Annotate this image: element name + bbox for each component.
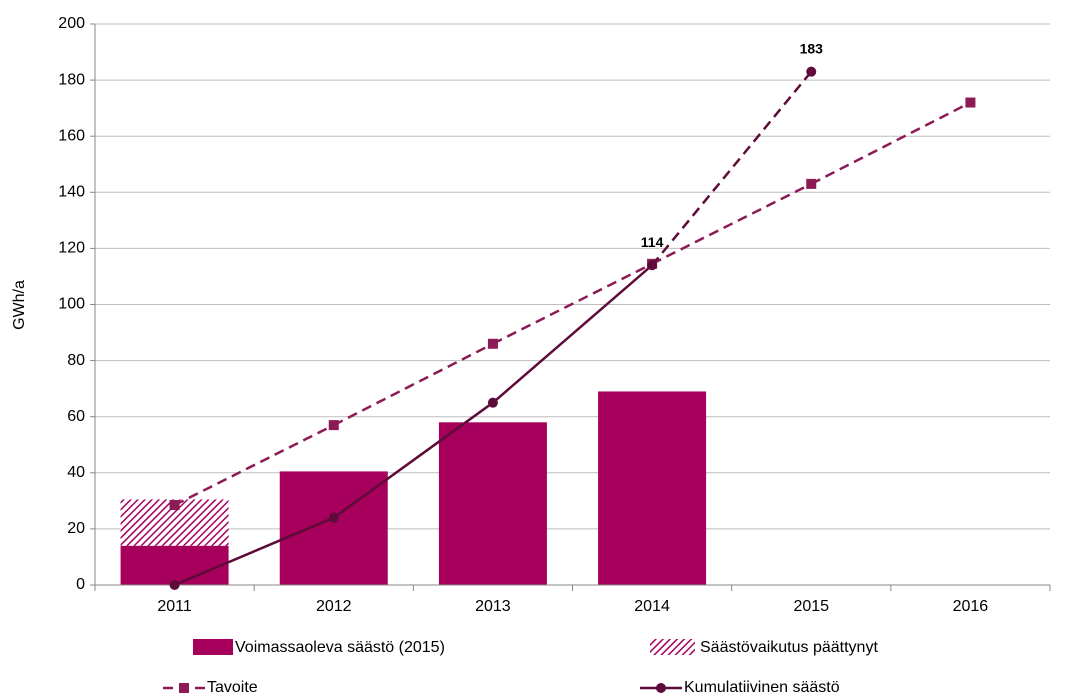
x-tick-label: 2016 [953,598,989,615]
y-tick-label: 120 [58,240,85,257]
y-tick-label: 80 [67,352,85,369]
marker [487,338,498,349]
y-tick-label: 100 [58,296,85,313]
line-segment [810,101,971,185]
legend-label: Tavoite [207,679,258,696]
y-tick-label: 180 [58,71,85,88]
marker [965,97,976,108]
y-tick-label: 200 [58,15,85,32]
line-segment [492,262,653,345]
x-tick-label: 2012 [316,598,352,615]
y-tick-label: 140 [58,184,85,201]
marker [806,178,817,189]
marker [647,260,658,271]
line-segment [651,70,813,267]
x-tick-label: 2014 [634,598,670,615]
y-tick-label: 40 [67,464,85,481]
legend-marker [179,683,189,693]
marker [487,397,498,408]
legend-label: Kumulatiivinen säästö [684,679,840,696]
marker [806,66,817,77]
y-tick-label: 60 [67,408,85,425]
x-tick-label: 2011 [157,598,192,615]
data-label: 114 [641,234,664,250]
line-segment [333,342,494,427]
x-tick-label: 2013 [475,598,511,615]
legend-marker [656,683,666,693]
y-tick-label: 160 [58,127,85,144]
legend-swatch [650,639,695,655]
data-label: 183 [800,40,824,56]
marker [169,580,180,590]
y-tick-label: 20 [67,520,85,537]
line-segment [174,423,335,507]
marker [169,500,180,511]
bar [120,545,229,585]
line-segment [333,401,494,519]
y-tick-label: 0 [76,576,85,593]
bar [598,391,707,585]
y-axis-label: GWh/a [11,280,28,330]
legend-label: Säästövaikutus päättynyt [700,639,878,656]
line-segment [174,516,335,587]
line-segment [492,264,653,404]
bar [438,422,547,585]
marker [328,420,339,431]
legend-label: Voimassaoleva säästö (2015) [235,639,445,656]
bar [279,471,388,585]
line-segment [651,182,812,265]
x-tick-label: 2015 [793,598,829,615]
legend-swatch [193,639,233,655]
marker [328,512,339,523]
